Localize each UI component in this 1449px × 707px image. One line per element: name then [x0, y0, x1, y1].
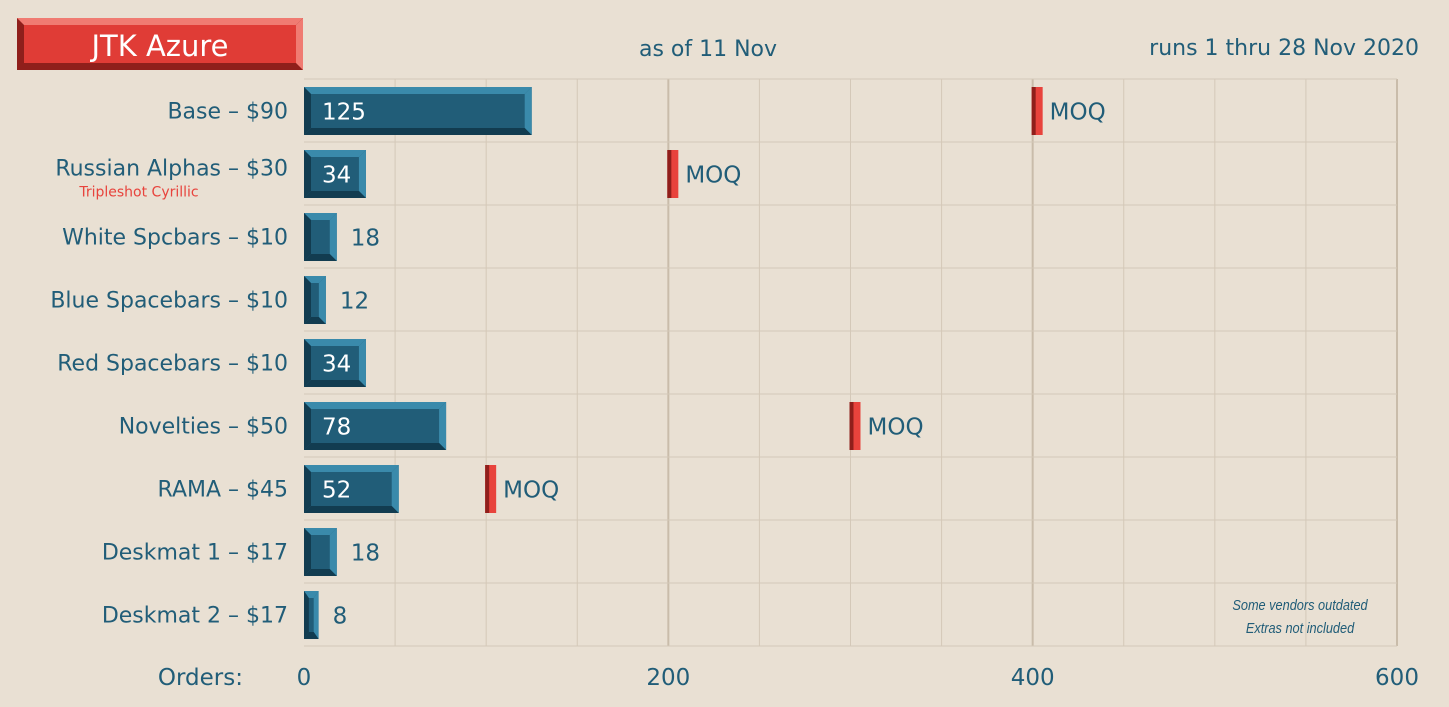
bar-value-label: 52	[322, 478, 351, 504]
moq-marker	[667, 150, 679, 198]
category-label: Novelties – $50	[119, 415, 288, 440]
moq-label: MOQ	[1050, 100, 1106, 126]
category-label: Deskmat 1 – $17	[102, 541, 288, 566]
as-of-date: as of 11 Nov	[639, 37, 777, 62]
x-axis-ticks: 0 200 400 600	[297, 665, 1419, 691]
moq-label: MOQ	[503, 478, 559, 504]
bar	[304, 591, 319, 639]
bar-value-label: 34	[322, 352, 351, 378]
grid-layer	[304, 78, 1398, 647]
x-tick-label: 600	[1375, 665, 1419, 691]
bar	[304, 528, 337, 576]
moq-marker	[1031, 87, 1043, 135]
bar-value-label: 125	[322, 100, 366, 126]
bar-value-label: 78	[322, 415, 351, 441]
category-row: Red Spacebars – $10 34	[57, 339, 366, 387]
bar	[304, 213, 337, 261]
category-label: Base – $90	[167, 100, 288, 125]
category-label: Red Spacebars – $10	[57, 352, 288, 377]
x-tick-label: 400	[1011, 665, 1055, 691]
bar-value-label: 8	[333, 604, 348, 630]
moq-label: MOQ	[868, 415, 924, 441]
category-row: Deskmat 1 – $17 18	[102, 528, 380, 576]
category-row: Russian Alphas – $30 Tripleshot Cyrillic 3…	[55, 150, 741, 201]
title-badge: JTK Azure	[17, 18, 303, 70]
category-row: Novelties – $50 78 MOQ	[119, 402, 924, 450]
x-tick-label: 200	[646, 665, 690, 691]
x-axis-label: Orders:	[158, 665, 243, 691]
category-label: Deskmat 2 – $17	[102, 604, 288, 629]
category-row: Base – $90 125 MOQ	[167, 87, 1106, 135]
bar	[304, 150, 366, 198]
rows-layer: Base – $90 125 MOQ Russian Alphas – $30 Trip…	[50, 87, 1106, 639]
title: JTK Azure	[89, 29, 228, 63]
category-row: Blue Spacebars – $10 12	[50, 276, 369, 324]
note-extras-not-included: Extras not included	[1246, 619, 1355, 636]
bar-value-label: 18	[351, 226, 380, 252]
category-sublabel: Tripleshot Cyrillic	[78, 185, 198, 201]
bar	[304, 87, 532, 135]
moq-marker	[485, 465, 497, 513]
category-label: RAMA – $45	[158, 478, 288, 503]
category-row: RAMA – $45 52 MOQ	[158, 465, 559, 513]
category-label: Blue Spacebars – $10	[50, 289, 288, 314]
bar	[304, 339, 366, 387]
note-vendors-outdated: Some vendors outdated	[1232, 596, 1368, 613]
moq-label: MOQ	[685, 163, 741, 189]
bar	[304, 465, 399, 513]
category-label: White Spcbars – $10	[62, 226, 288, 251]
category-row: White Spcbars – $10 18	[62, 213, 380, 261]
bar-value-label: 34	[322, 163, 351, 189]
run-dates: runs 1 thru 28 Nov 2020	[1149, 36, 1419, 61]
category-row: Deskmat 2 – $17 8	[102, 591, 347, 639]
category-label: Russian Alphas – $30	[55, 157, 288, 182]
bar-value-label: 12	[340, 289, 369, 315]
bar	[304, 276, 326, 324]
x-tick-label: 0	[297, 665, 312, 691]
bar-value-label: 18	[351, 541, 380, 567]
moq-marker	[849, 402, 861, 450]
bar	[304, 402, 447, 450]
